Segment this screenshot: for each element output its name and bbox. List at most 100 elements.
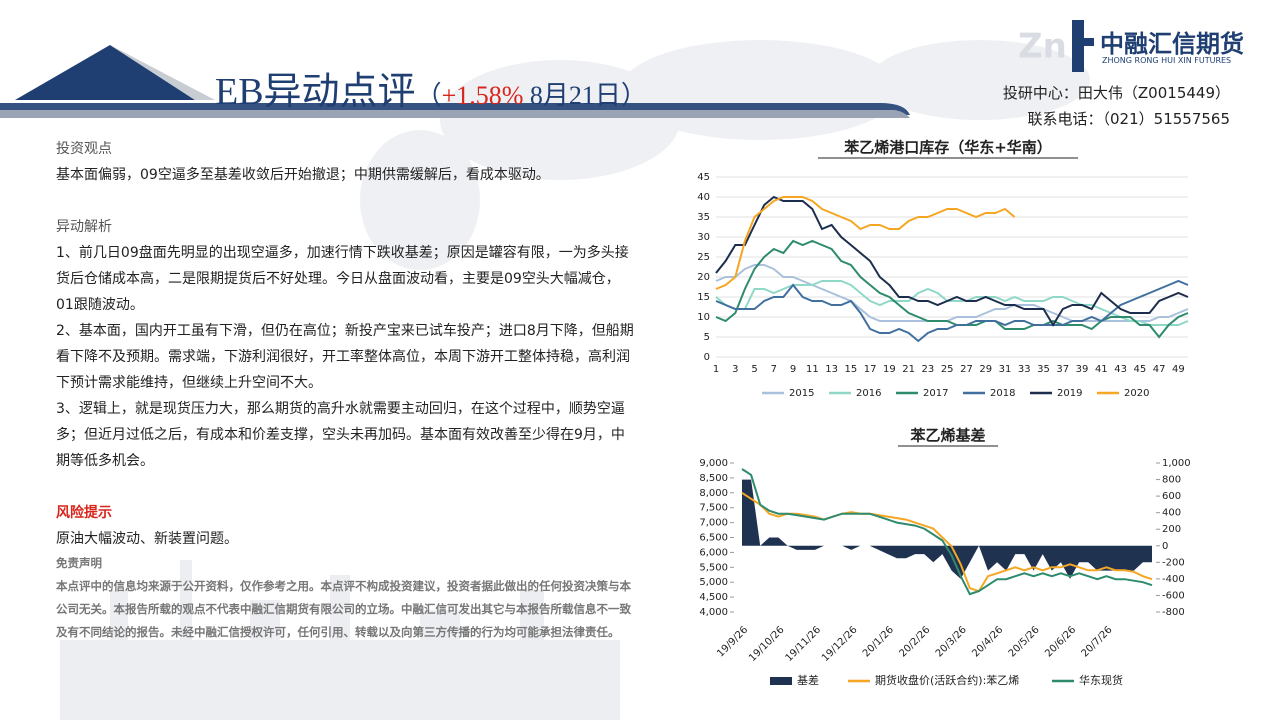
y-tick-label: 9,000 <box>699 458 728 469</box>
x-tick-label: 7 <box>771 364 777 375</box>
x-tick-label: 31 <box>999 364 1012 375</box>
y-tick-label: 30 <box>697 232 710 243</box>
y-tick-label: 25 <box>697 252 710 263</box>
legend-label: 2018 <box>990 388 1015 399</box>
header-triangle-light <box>110 45 215 100</box>
header-triangle <box>15 45 195 100</box>
legend-label: 2015 <box>789 388 814 399</box>
paragraph: 1、前几日09盘面先明显的出现空逼多，加速行情下跌收基差；原因是罐容有限，一为多… <box>56 245 629 313</box>
logo-f-bar <box>1072 38 1094 46</box>
chart-title: 苯乙烯基差 <box>909 427 985 445</box>
y-tick-label: 6,000 <box>699 547 728 558</box>
legend-label: 2019 <box>1057 388 1082 399</box>
x-tick-label: 20/4/26 <box>970 624 1005 659</box>
x-tick-label: 19/9/26 <box>715 624 750 659</box>
x-tick-label: 49 <box>1172 364 1185 375</box>
x-tick-label: 19 <box>883 364 896 375</box>
series-line <box>715 195 1189 327</box>
chart-title: 苯乙烯港口库存（华东+华南） <box>843 139 1052 157</box>
logo-en: ZHONG RONG HUI XIN FUTURES <box>1102 56 1232 65</box>
y2-tick-label: -400 <box>1162 574 1185 585</box>
y2-tick-label: 600 <box>1162 491 1181 502</box>
legend-label: 2017 <box>923 388 948 399</box>
disclaimer-text: 本点评中的信息均来源于公开资料，仅作参考之用。本点评不构成投资建议，投资者据此做… <box>56 579 631 639</box>
x-tick-label: 20/1/26 <box>861 624 896 659</box>
x-tick-label: 29 <box>979 364 992 375</box>
x-tick-label: 20/6/26 <box>1043 624 1078 659</box>
legend-label: 期货收盘价(活跃合约):苯乙烯 <box>875 673 1019 687</box>
y-tick-label: 8,500 <box>699 473 728 484</box>
y-tick-label: 5,000 <box>699 577 728 588</box>
y2-tick-label: 800 <box>1162 475 1181 486</box>
x-tick-label: 41 <box>1095 364 1108 375</box>
x-tick-label: 20/2/26 <box>897 624 932 659</box>
x-tick-label: 15 <box>844 364 857 375</box>
header-band-light <box>0 110 910 118</box>
y2-tick-label: -200 <box>1162 557 1185 568</box>
y-tick-label: 4,500 <box>699 592 728 603</box>
series-line <box>715 239 1189 339</box>
y-tick-label: 35 <box>697 212 710 223</box>
y-tick-label: 5 <box>704 332 710 343</box>
series-line <box>715 196 1016 290</box>
x-tick-label: 19/11/26 <box>784 624 824 664</box>
legend-label: 2020 <box>1124 388 1149 399</box>
section-title: 异动解析 <box>56 219 112 235</box>
y2-tick-label: 0 <box>1162 541 1168 552</box>
series-line <box>715 279 1189 343</box>
x-tick-label: 3 <box>732 364 738 375</box>
series-line <box>715 264 1189 322</box>
x-tick-label: 43 <box>1114 364 1127 375</box>
x-tick-label: 39 <box>1076 364 1089 375</box>
x-tick-label: 25 <box>941 364 954 375</box>
section-title: 投资观点 <box>56 141 112 157</box>
legend-label: 华东现货 <box>1079 673 1123 687</box>
y-tick-label: 6,500 <box>699 533 728 544</box>
title: EB异动点评 <box>215 71 416 113</box>
change: +1.58% <box>441 81 524 110</box>
disclaimer-title: 免责声明 <box>56 556 102 570</box>
y-tick-label: 8,000 <box>699 488 728 499</box>
series-line <box>741 491 1153 593</box>
section-title: 风险提示 <box>56 505 112 521</box>
x-tick-label: 19/12/26 <box>820 624 860 664</box>
paragraph: 基本面偏弱，09空逼多至基差收敛后开始撤退；中期供需缓解后，看成本驱动。 <box>56 167 550 183</box>
x-tick-label: 33 <box>1018 364 1031 375</box>
x-tick-label: 9 <box>790 364 796 375</box>
city-skyline <box>60 560 620 720</box>
disclaimer: 免责声明 本点评中的信息均来源于公开资料，仅作参考之用。本点评不构成投资建议，投… <box>56 552 636 644</box>
series-area <box>742 479 1152 579</box>
title-block: EB异动点评（+1.58% 8月21日） <box>215 60 647 115</box>
x-tick-label: 1 <box>713 364 719 375</box>
y-tick-label: 45 <box>697 172 710 183</box>
x-tick-label: 45 <box>1133 364 1146 375</box>
paragraph: 原油大幅波动、新装置问题。 <box>56 531 238 547</box>
x-tick-label: 37 <box>1056 364 1069 375</box>
x-tick-label: 13 <box>825 364 838 375</box>
x-tick-label: 17 <box>864 364 877 375</box>
x-tick-label: 19/10/26 <box>747 624 787 664</box>
y-tick-label: 7,500 <box>699 503 728 514</box>
y-tick-label: 40 <box>697 192 710 203</box>
x-tick-label: 20/3/26 <box>934 624 969 659</box>
text-body: 投资观点 基本面偏弱，09空逼多至基差收敛后开始撤退；中期供需缓解后，看成本驱动… <box>56 132 636 644</box>
y-tick-label: 4,000 <box>699 607 728 618</box>
y2-tick-label: 400 <box>1162 508 1181 519</box>
y-tick-label: 7,000 <box>699 518 728 529</box>
note-open: （ <box>415 81 442 110</box>
legend-label: 基差 <box>797 673 819 687</box>
phone: 联系电话：（021）51557565 <box>1027 110 1230 128</box>
legend-swatch <box>770 677 792 685</box>
x-tick-label: 27 <box>960 364 973 375</box>
x-tick-label: 35 <box>1037 364 1050 375</box>
series-line <box>741 468 1153 596</box>
x-tick-label: 21 <box>902 364 915 375</box>
x-tick-label: 47 <box>1153 364 1166 375</box>
series-line <box>715 280 1189 326</box>
logo-text: 中融汇信期货 <box>1100 30 1244 58</box>
legend-label: 2016 <box>856 388 881 399</box>
y-tick-label: 0 <box>704 352 710 363</box>
